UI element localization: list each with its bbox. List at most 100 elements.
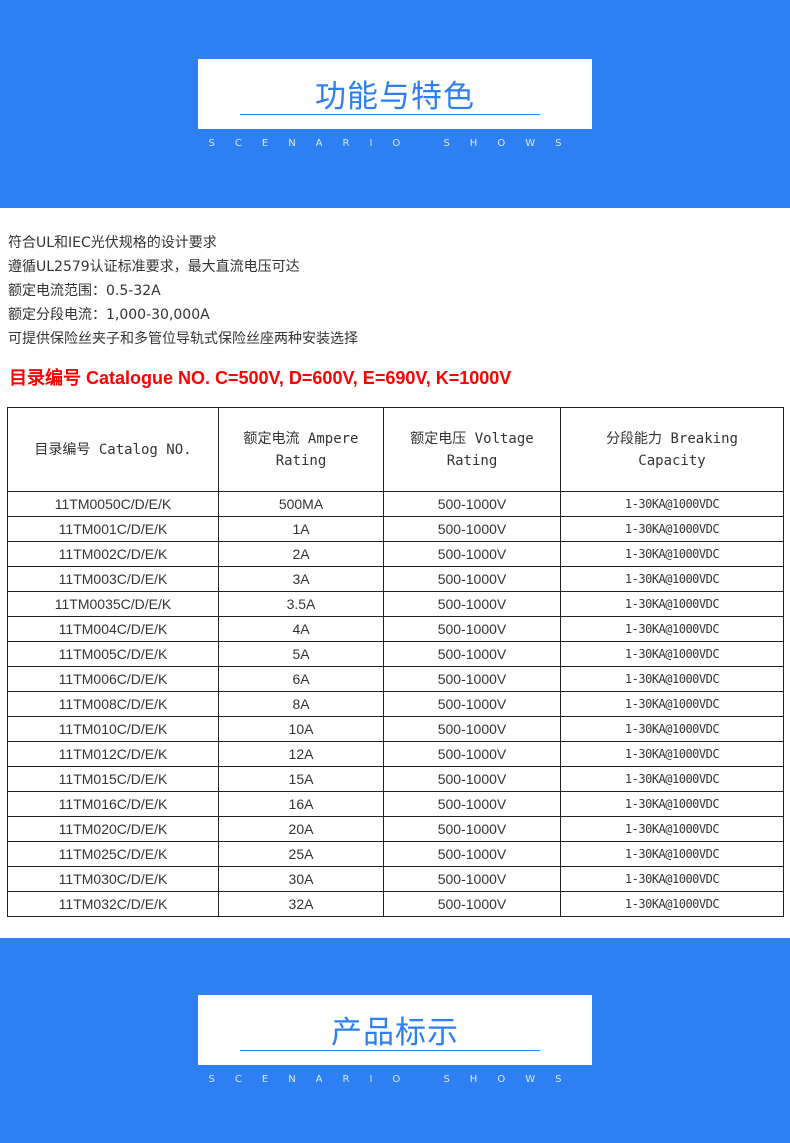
- voltage-cell: 500-1000V: [383, 666, 561, 692]
- voltage-cell: 500-1000V: [383, 516, 561, 542]
- voltage-cell: 500-1000V: [383, 716, 561, 742]
- top-banner: 功能与特色 SCENARIO SHOWS: [0, 0, 790, 208]
- catalog-cell: 11TM015C/D/E/K: [7, 766, 219, 792]
- voltage-cell: 500-1000V: [383, 816, 561, 842]
- ampere-cell: 4A: [218, 616, 384, 642]
- catalog-cell: 11TM012C/D/E/K: [7, 741, 219, 767]
- voltage-cell: 500-1000V: [383, 616, 561, 642]
- catalog-cell: 11TM002C/D/E/K: [7, 541, 219, 567]
- spec-table: 目录编号 Catalog NO. 额定电流 Ampere Rating 额定电压…: [7, 407, 784, 917]
- voltage-cell: 500-1000V: [383, 841, 561, 867]
- breaking-cell: 1-30KA@1000VDC: [560, 766, 784, 792]
- catalog-cell: 11TM0050C/D/E/K: [7, 491, 219, 517]
- title-box: 产品标示: [198, 995, 592, 1065]
- feature-item: 额定电流范围：0.5-32A: [8, 283, 161, 299]
- ampere-cell: 10A: [218, 716, 384, 742]
- breaking-cell: 1-30KA@1000VDC: [560, 866, 784, 892]
- breaking-cell: 1-30KA@1000VDC: [560, 816, 784, 842]
- table-row: 11TM0035C/D/E/K 3.5A 500-1000V 1-30KA@1000V…: [7, 591, 784, 617]
- ampere-cell: 30A: [218, 866, 384, 892]
- breaking-cell: 1-30KA@1000VDC: [560, 741, 784, 767]
- voltage-cell: 500-1000V: [383, 766, 561, 792]
- ampere-cell: 20A: [218, 816, 384, 842]
- breaking-cell: 1-30KA@1000VDC: [560, 516, 784, 542]
- voltage-cell: 500-1000V: [383, 591, 561, 617]
- bottom-banner: 产品标示 SCENARIO SHOWS: [0, 938, 790, 1143]
- breaking-cell: 1-30KA@1000VDC: [560, 566, 784, 592]
- ampere-cell: 1A: [218, 516, 384, 542]
- feature-list: 符合UL和IEC光伏规格的设计要求 遵循UL2579认证标准要求，最大直流电压可…: [8, 231, 358, 351]
- breaking-cell: 1-30KA@1000VDC: [560, 841, 784, 867]
- breaking-cell: 1-30KA@1000VDC: [560, 666, 784, 692]
- ampere-cell: 12A: [218, 741, 384, 767]
- breaking-cell: 1-30KA@1000VDC: [560, 791, 784, 817]
- voltage-cell: 500-1000V: [383, 741, 561, 767]
- table-header-row: 目录编号 Catalog NO. 额定电流 Ampere Rating 额定电压…: [7, 407, 784, 492]
- catalog-cell: 11TM010C/D/E/K: [7, 716, 219, 742]
- feature-item: 额定分段电流：1,000-30,000A: [8, 307, 210, 323]
- voltage-cell: 500-1000V: [383, 791, 561, 817]
- voltage-cell: 500-1000V: [383, 541, 561, 567]
- breaking-cell: 1-30KA@1000VDC: [560, 891, 784, 917]
- ampere-cell: 5A: [218, 641, 384, 667]
- feature-item: 遵循UL2579认证标准要求，最大直流电压可达: [8, 259, 300, 275]
- header-catalog: 目录编号 Catalog NO.: [7, 407, 219, 492]
- title-underline: [240, 114, 540, 115]
- table-row: 11TM015C/D/E/K 15A 500-1000V 1-30KA@1000VDC: [7, 766, 784, 792]
- feature-item: 符合UL和IEC光伏规格的设计要求: [8, 235, 217, 251]
- ampere-cell: 8A: [218, 691, 384, 717]
- catalog-cell: 11TM005C/D/E/K: [7, 641, 219, 667]
- breaking-cell: 1-30KA@1000VDC: [560, 591, 784, 617]
- ampere-cell: 32A: [218, 891, 384, 917]
- ampere-cell: 3A: [218, 566, 384, 592]
- catalog-cell: 11TM016C/D/E/K: [7, 791, 219, 817]
- voltage-cell: 500-1000V: [383, 866, 561, 892]
- catalog-cell: 11TM030C/D/E/K: [7, 866, 219, 892]
- table-row: 11TM012C/D/E/K 12A 500-1000V 1-30KA@1000VDC: [7, 741, 784, 767]
- voltage-cell: 500-1000V: [383, 691, 561, 717]
- breaking-cell: 1-30KA@1000VDC: [560, 691, 784, 717]
- catalogue-note: 目录编号 Catalogue NO. C=500V, D=600V, E=690…: [9, 368, 512, 388]
- table-row: 11TM0050C/D/E/K 500MA 500-1000V 1-30KA@1000…: [7, 491, 784, 517]
- breaking-cell: 1-30KA@1000VDC: [560, 491, 784, 517]
- title-box: 功能与特色: [198, 59, 592, 129]
- table-row: 11TM010C/D/E/K 10A 500-1000V 1-30KA@1000VDC: [7, 716, 784, 742]
- breaking-cell: 1-30KA@1000VDC: [560, 716, 784, 742]
- catalog-cell: 11TM020C/D/E/K: [7, 816, 219, 842]
- table-row: 11TM005C/D/E/K 5A 500-1000V 1-30KA@1000VDC: [7, 641, 784, 667]
- table-row: 11TM016C/D/E/K 16A 500-1000V 1-30KA@1000VDC: [7, 791, 784, 817]
- catalog-cell: 11TM025C/D/E/K: [7, 841, 219, 867]
- table-row: 11TM002C/D/E/K 2A 500-1000V 1-30KA@1000VDC: [7, 541, 784, 567]
- catalog-cell: 11TM004C/D/E/K: [7, 616, 219, 642]
- catalog-cell: 11TM008C/D/E/K: [7, 691, 219, 717]
- feature-item: 可提供保险丝夹子和多管位导轨式保险丝座两种安装选择: [8, 331, 358, 347]
- header-voltage: 额定电压 Voltage Rating: [383, 407, 561, 492]
- section-subtitle: SCENARIO SHOWS: [208, 138, 582, 149]
- breaking-cell: 1-30KA@1000VDC: [560, 541, 784, 567]
- catalog-cell: 11TM001C/D/E/K: [7, 516, 219, 542]
- breaking-cell: 1-30KA@1000VDC: [560, 641, 784, 667]
- table-row: 11TM020C/D/E/K 20A 500-1000V 1-30KA@1000VDC: [7, 816, 784, 842]
- table-row: 11TM004C/D/E/K 4A 500-1000V 1-30KA@1000VDC: [7, 616, 784, 642]
- table-row: 11TM001C/D/E/K 1A 500-1000V 1-30KA@1000VDC: [7, 516, 784, 542]
- header-breaking: 分段能力 Breaking Capacity: [560, 407, 784, 492]
- header-ampere: 额定电流 Ampere Rating: [218, 407, 384, 492]
- table-row: 11TM030C/D/E/K 30A 500-1000V 1-30KA@1000VDC: [7, 866, 784, 892]
- ampere-cell: 25A: [218, 841, 384, 867]
- breaking-cell: 1-30KA@1000VDC: [560, 616, 784, 642]
- ampere-cell: 2A: [218, 541, 384, 567]
- ampere-cell: 3.5A: [218, 591, 384, 617]
- voltage-cell: 500-1000V: [383, 891, 561, 917]
- voltage-cell: 500-1000V: [383, 641, 561, 667]
- ampere-cell: 6A: [218, 666, 384, 692]
- title-underline: [240, 1050, 540, 1051]
- ampere-cell: 16A: [218, 791, 384, 817]
- ampere-cell: 500MA: [218, 491, 384, 517]
- table-row: 11TM025C/D/E/K 25A 500-1000V 1-30KA@1000VDC: [7, 841, 784, 867]
- section-subtitle: SCENARIO SHOWS: [208, 1074, 582, 1085]
- voltage-cell: 500-1000V: [383, 491, 561, 517]
- catalog-cell: 11TM003C/D/E/K: [7, 566, 219, 592]
- table-row: 11TM032C/D/E/K 32A 500-1000V 1-30KA@1000VDC: [7, 891, 784, 917]
- ampere-cell: 15A: [218, 766, 384, 792]
- table-row: 11TM003C/D/E/K 3A 500-1000V 1-30KA@1000VDC: [7, 566, 784, 592]
